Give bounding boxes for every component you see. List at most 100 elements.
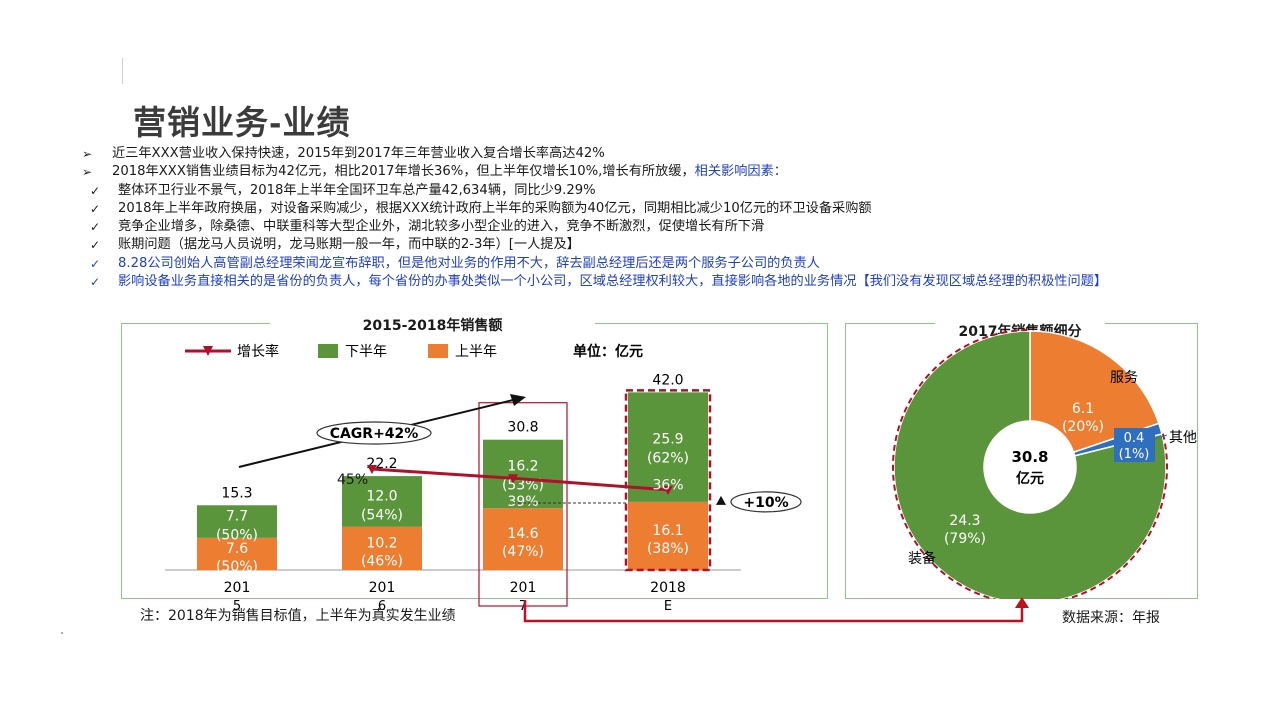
pie-value-label: 0.4: [1124, 431, 1145, 446]
legend-swatch-h1: [428, 344, 448, 358]
bar-label-h1-value: 7.6: [226, 541, 248, 557]
pie-slice-服务: [1029, 330, 1160, 454]
equipment-dashed-outline: [892, 329, 1168, 599]
bar-h2-2015: [197, 505, 277, 538]
pie-pct-label: (20%): [1062, 419, 1104, 435]
growth-rate-marker: [367, 465, 377, 474]
bullet-text: 2018年XXX销售业绩目标为42亿元，相比2017年增长36%，但上半年仅增长…: [112, 164, 695, 180]
bullet-text: 影响设备业务直接相关的是省份的负责人，每个省份的办事处类似一个小公司，区域总经理…: [118, 274, 1108, 290]
cagr-label: CAGR+42%: [330, 426, 419, 442]
bar-h1-2018E: [628, 501, 708, 570]
bar-label-h2-value: 12.0: [366, 488, 397, 504]
bar-chart: 增长率 下半年 上半年 单位：亿元 7.6(50%)7.7(50%)15.320…: [165, 343, 802, 614]
h1-growth-label: +10%: [743, 495, 788, 511]
x-tick-label-suffix: 6: [378, 599, 386, 614]
bar-legend: 增长率 下半年 上半年 单位：亿元: [185, 343, 643, 360]
bullet-item: ✓ 影响设备业务直接相关的是省份的负责人，每个省份的办事处类似一个小公司，区域总经…: [82, 273, 1188, 291]
bar-label-h2-value: 7.7: [226, 509, 248, 525]
bar-h1-2015: [197, 537, 277, 570]
bar-label-h1-pct: (46%): [361, 553, 403, 569]
cagr-badge: [316, 421, 432, 445]
corner-dot: [61, 632, 63, 634]
bar-total-label: 15.3: [221, 485, 252, 501]
x-tick-label: 201: [224, 580, 251, 596]
bullet-item: ➢ 2018年XXX销售业绩目标为42亿元，相比2017年增长36%，但上半年仅增…: [82, 163, 1202, 181]
bullet-text: 8.28公司创始人高管副总经理荣闻龙宣布辞职，但是他对业务的作用不大，辞去副总经…: [118, 255, 820, 271]
bullet-list: ➢ 近三年XXX营业收入保持快速，2015年到2017年三年营业收入复合增长率高达…: [82, 145, 1202, 291]
bullet-text: 账期问题（据龙马人员说明，龙马账期一般一年，而中联的2-3年）[一人提及】: [118, 237, 580, 253]
bar-label-h2-pct: (54%): [361, 507, 403, 523]
x-tick-label: 2018: [650, 580, 686, 596]
pie-slice-name: 装备: [908, 550, 936, 567]
donut-center-unit: 亿元: [1016, 470, 1044, 487]
legend-label-growth: 增长率: [237, 343, 279, 360]
title-dash: -: [269, 107, 283, 142]
bar-h1-2017: [483, 508, 563, 570]
other-label-box: [1114, 428, 1155, 462]
bar-label-h1-pct: (47%): [502, 544, 544, 560]
bar-total-label: 42.0: [652, 372, 683, 388]
donut-center-value: 30.8: [1011, 448, 1048, 466]
check-bullet-icon: ✓: [90, 275, 101, 290]
bullet-item: ✓ 竞争企业增多，除桑德、中联重科等大型企业外，湖北较多小型企业的进入，竞争不断激…: [82, 218, 1202, 236]
check-bullet-icon: ✓: [90, 238, 101, 253]
check-bullet-icon: ✓: [90, 201, 101, 216]
x-tick-label: 201: [510, 580, 537, 596]
pie-value-label: 6.1: [1072, 401, 1094, 417]
highlight-box-2017: [478, 402, 568, 607]
bar-label-h2-pct: (62%): [647, 450, 689, 466]
chart-footnote: 注：2018年为销售目标值，上半年为真实发生业绩: [140, 608, 456, 624]
bullet-item: ✓ 8.28公司创始人高管副总经理荣闻龙宣布辞职，但是他对业务的作用不大，辞去副总…: [82, 255, 1202, 273]
corner-mark: [122, 58, 123, 84]
bar-label-h1-value: 10.2: [366, 535, 397, 551]
unit-label: 单位：亿元: [573, 343, 643, 360]
bullet-text: 整体环卫行业不景气，2018年上半年全国环卫车总产量42,634辆，同比少9.2…: [118, 182, 596, 198]
bar-label-h1-pct: (38%): [647, 541, 689, 557]
bar-h2-2016: [342, 476, 422, 527]
bullet-text: 近三年XXX营业收入保持快速，2015年到2017年三年营业收入复合增长率高达4…: [112, 146, 605, 161]
bullet-item: ➢ 近三年XXX营业收入保持快速，2015年到2017年三年营业收入复合增长率高达…: [82, 145, 1202, 163]
arrow-bullet-icon: ➢: [82, 165, 93, 180]
bullet-item: ✓ 账期问题（据龙马人员说明，龙马账期一般一年，而中联的2-3年）[一人提及】: [82, 236, 1202, 254]
data-source-note: 数据来源：年报: [1062, 610, 1160, 626]
check-bullet-icon: ✓: [90, 256, 101, 271]
growth-rate-marker: [508, 474, 518, 484]
h1-growth-badge: [730, 491, 802, 513]
check-bullet-icon: ✓: [90, 220, 101, 235]
growth-rate-label: 45%: [337, 472, 368, 488]
bullet-text: 2018年上半年政府换届，对设备采购减少，根据XXX统计政府上半年的采购额为40…: [118, 200, 872, 216]
legend-growth-marker: [203, 346, 213, 356]
bullet-text: 竞争企业增多，除桑德、中联重科等大型企业外，湖北较多小型企业的进入，竞争不断激烈…: [118, 219, 765, 235]
bar-h2-2017: [483, 439, 563, 509]
growth-rate-label: 39%: [507, 494, 538, 510]
bar-label-h1-value: 16.1: [652, 523, 683, 539]
bar-chart-title: 2015-2018年销售额: [270, 315, 595, 335]
bar-label-h2-value: 25.9: [652, 431, 683, 447]
legend-label-h2: 下半年: [345, 344, 387, 360]
x-tick-label-suffix: 5: [233, 599, 241, 614]
pie-slice-name: 其他: [1169, 430, 1197, 446]
bullet-item: ✓ 2018年上半年政府换届，对设备采购减少，根据XXX统计政府上半年的采购额为4…: [82, 200, 1202, 218]
pie-slice-name: 服务: [1110, 370, 1138, 386]
bar-label-h2-value: 16.2: [507, 459, 538, 475]
title-sub: 业绩: [282, 103, 351, 142]
pie-value-label: 24.3: [949, 513, 980, 529]
title-main: 营销业务: [133, 103, 269, 142]
legend-swatch-h2: [318, 344, 338, 358]
bar-label-h1-value: 14.6: [507, 526, 538, 542]
growth-rate-marker: [663, 485, 673, 495]
cagr-arrow-head: [510, 394, 526, 406]
pie-chart: 6.1 (20%) 服务 0.4(1%) 其他 24.3 (79%) 装备 30.8 亿元: [892, 329, 1197, 599]
page-title: 营销业务-业绩: [133, 96, 350, 144]
x-tick-label-suffix: E: [664, 599, 672, 614]
bullet-item: ✓ 整体环卫行业不景气，2018年上半年全国环卫车总产量42,634辆，同比少9.…: [82, 182, 1202, 200]
pie-pct-label: (1%): [1119, 447, 1150, 462]
x-tick-label: 201: [369, 580, 396, 596]
legend-label-h1: 上半年: [455, 344, 497, 360]
bar-label-h1-pct: (50%): [216, 559, 258, 575]
bar-label-h2-pct: (50%): [216, 528, 258, 544]
bullet-highlight: 相关影响因素：: [694, 164, 787, 180]
check-bullet-icon: ✓: [90, 183, 101, 198]
h1-growth-arrow: [716, 495, 726, 505]
pie-pct-label: (79%): [944, 531, 986, 547]
